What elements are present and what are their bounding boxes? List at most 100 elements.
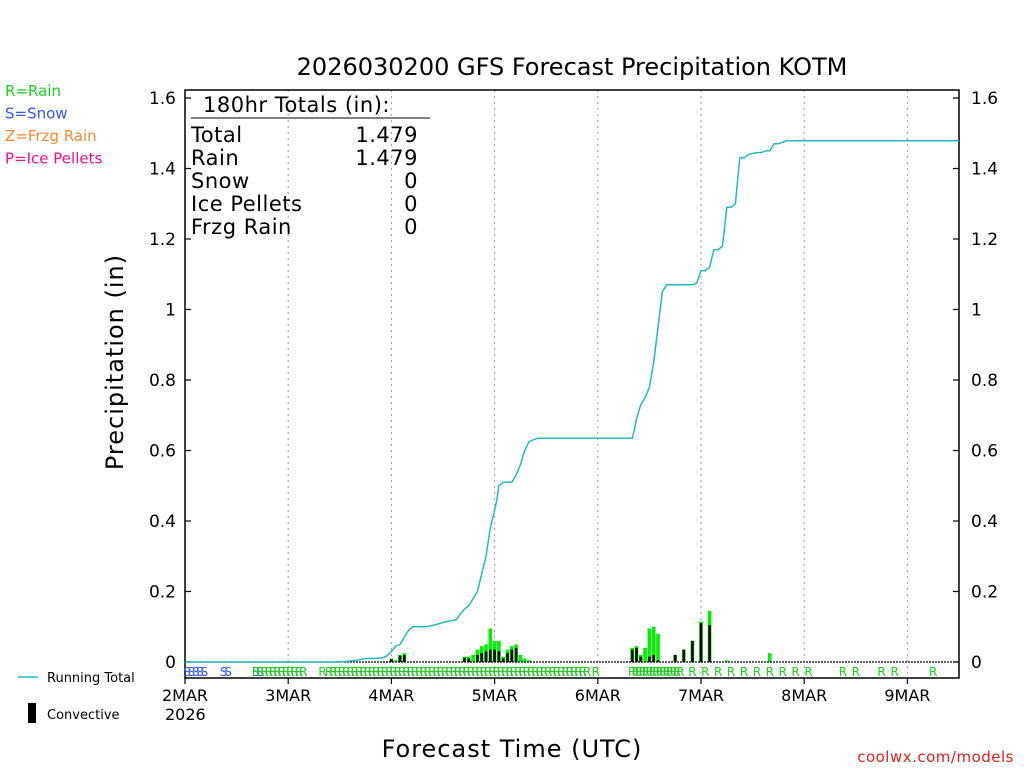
rain-marker: R	[351, 665, 359, 679]
x-axis: 2MAR 3MAR 4MAR 5MAR 6MAR 7MAR 8MAR 9MAR	[162, 678, 930, 705]
snow-marker: S	[224, 665, 232, 679]
rain-marker: R	[662, 665, 670, 679]
totals-label: Ice Pellets	[191, 192, 302, 216]
rain-marker: R	[501, 665, 509, 679]
snow-marker: S	[252, 665, 260, 679]
snow-marker: S	[256, 665, 264, 679]
convective-bar	[484, 651, 488, 662]
convective-bar	[467, 658, 471, 662]
rain-marker: R	[398, 665, 406, 679]
convective-bar	[708, 624, 711, 662]
y-tick-label: 0.4	[149, 512, 176, 532]
y-tick-label: 0.6	[149, 442, 176, 462]
y-axis-right: 0 0.2 0.4 0.6 0.8 1 1.2 1.4 1.6	[953, 89, 998, 673]
rain-marker: R	[676, 665, 684, 679]
snow-marker: S	[183, 665, 191, 679]
ptype-legend-item: Z=Frzg Rain	[5, 127, 97, 145]
convective-bar	[480, 653, 483, 662]
rain-marker: R	[514, 665, 522, 679]
precip-bar	[393, 660, 398, 662]
x-axis-year-label: 2026	[165, 705, 206, 724]
x-tick-label: 7MAR	[678, 686, 724, 705]
rain-marker: R	[260, 665, 268, 679]
running-total-line	[185, 139, 959, 663]
rain-marker: R	[415, 665, 423, 679]
y-tick-label: 1.6	[149, 89, 176, 109]
precip-bar	[656, 633, 660, 662]
rain-marker: R	[355, 665, 363, 679]
y-tick-label: 1	[165, 301, 176, 321]
rain-marker: R	[591, 665, 599, 679]
totals-value: 0	[404, 192, 418, 216]
convective-bar	[639, 656, 643, 662]
rain-marker: R	[531, 665, 539, 679]
y-tick-label: 1.2	[149, 230, 176, 250]
rain-marker: R	[804, 665, 812, 679]
rain-marker: R	[368, 665, 376, 679]
rain-marker: R	[411, 665, 419, 679]
rain-marker: R	[269, 665, 277, 679]
rain-marker: R	[527, 665, 535, 679]
y-tick-label: 0.2	[149, 583, 176, 603]
y-tick-label: 0	[165, 653, 176, 673]
totals-box: 180hr Totals (in): Total 1.479 Rain 1.479 Sn…	[190, 93, 430, 239]
rain-marker: R	[890, 665, 898, 679]
rain-marker: R	[359, 665, 367, 679]
convective-bar	[652, 654, 655, 662]
rain-marker: R	[652, 665, 660, 679]
totals-header: 180hr Totals (in):	[203, 93, 390, 117]
rain-marker: R	[402, 665, 410, 679]
y-tick-label-right: 0	[971, 653, 982, 673]
rain-marker: R	[290, 665, 298, 679]
rain-marker: R	[544, 665, 552, 679]
totals-label: Total	[190, 123, 243, 147]
rain-marker: R	[342, 665, 350, 679]
totals-value: 1.479	[355, 146, 418, 170]
rain-marker: R	[381, 665, 389, 679]
y-tick-label-right: 1	[971, 301, 982, 321]
convective-bar	[682, 649, 686, 662]
y-tick-label-right: 1.6	[971, 89, 998, 109]
rain-marker: R	[852, 665, 860, 679]
precip-bar	[471, 654, 475, 662]
rain-marker: R	[656, 665, 664, 679]
rain-marker: R	[265, 665, 273, 679]
x-tick-label: 8MAR	[781, 686, 827, 705]
x-tick-label: 3MAR	[265, 686, 311, 705]
convective-bar	[630, 649, 634, 662]
totals-label: Rain	[191, 146, 239, 170]
rain-marker: R	[649, 665, 657, 679]
rain-marker: R	[635, 665, 643, 679]
rain-marker: R	[518, 665, 526, 679]
rain-marker: R	[688, 665, 696, 679]
rain-marker: R	[454, 665, 462, 679]
y-tick-label-right: 0.6	[971, 442, 998, 462]
rain-marker: R	[839, 665, 847, 679]
precip-bar	[647, 628, 652, 662]
totals-label: Snow	[191, 169, 250, 193]
rain-marker: R	[394, 665, 402, 679]
precip-bar	[518, 654, 523, 662]
y-tick-label: 0.8	[149, 371, 176, 391]
convective-bar	[510, 649, 514, 662]
x-tick-label: 6MAR	[575, 686, 621, 705]
rain-marker: R	[669, 665, 677, 679]
precip-bar	[724, 660, 729, 662]
rain-marker: R	[561, 665, 569, 679]
rain-marker: R	[278, 665, 286, 679]
convective-bar	[493, 649, 496, 662]
rain-marker: R	[450, 665, 458, 679]
rain-marker: R	[475, 665, 483, 679]
y-axis-left: 0 0.2 0.4 0.6 0.8 1 1.2 1.4 1.6	[149, 89, 191, 673]
rain-marker: R	[673, 665, 681, 679]
totals-value: 0	[404, 169, 418, 193]
x-tick-label: 9MAR	[884, 686, 930, 705]
precip-bar	[643, 647, 647, 662]
y-tick-label-right: 1.2	[971, 230, 998, 250]
convective-bar	[656, 660, 660, 662]
chart-gridlines	[287, 90, 908, 678]
totals-label: Frzg Rain	[191, 215, 292, 239]
rain-marker: R	[432, 665, 440, 679]
